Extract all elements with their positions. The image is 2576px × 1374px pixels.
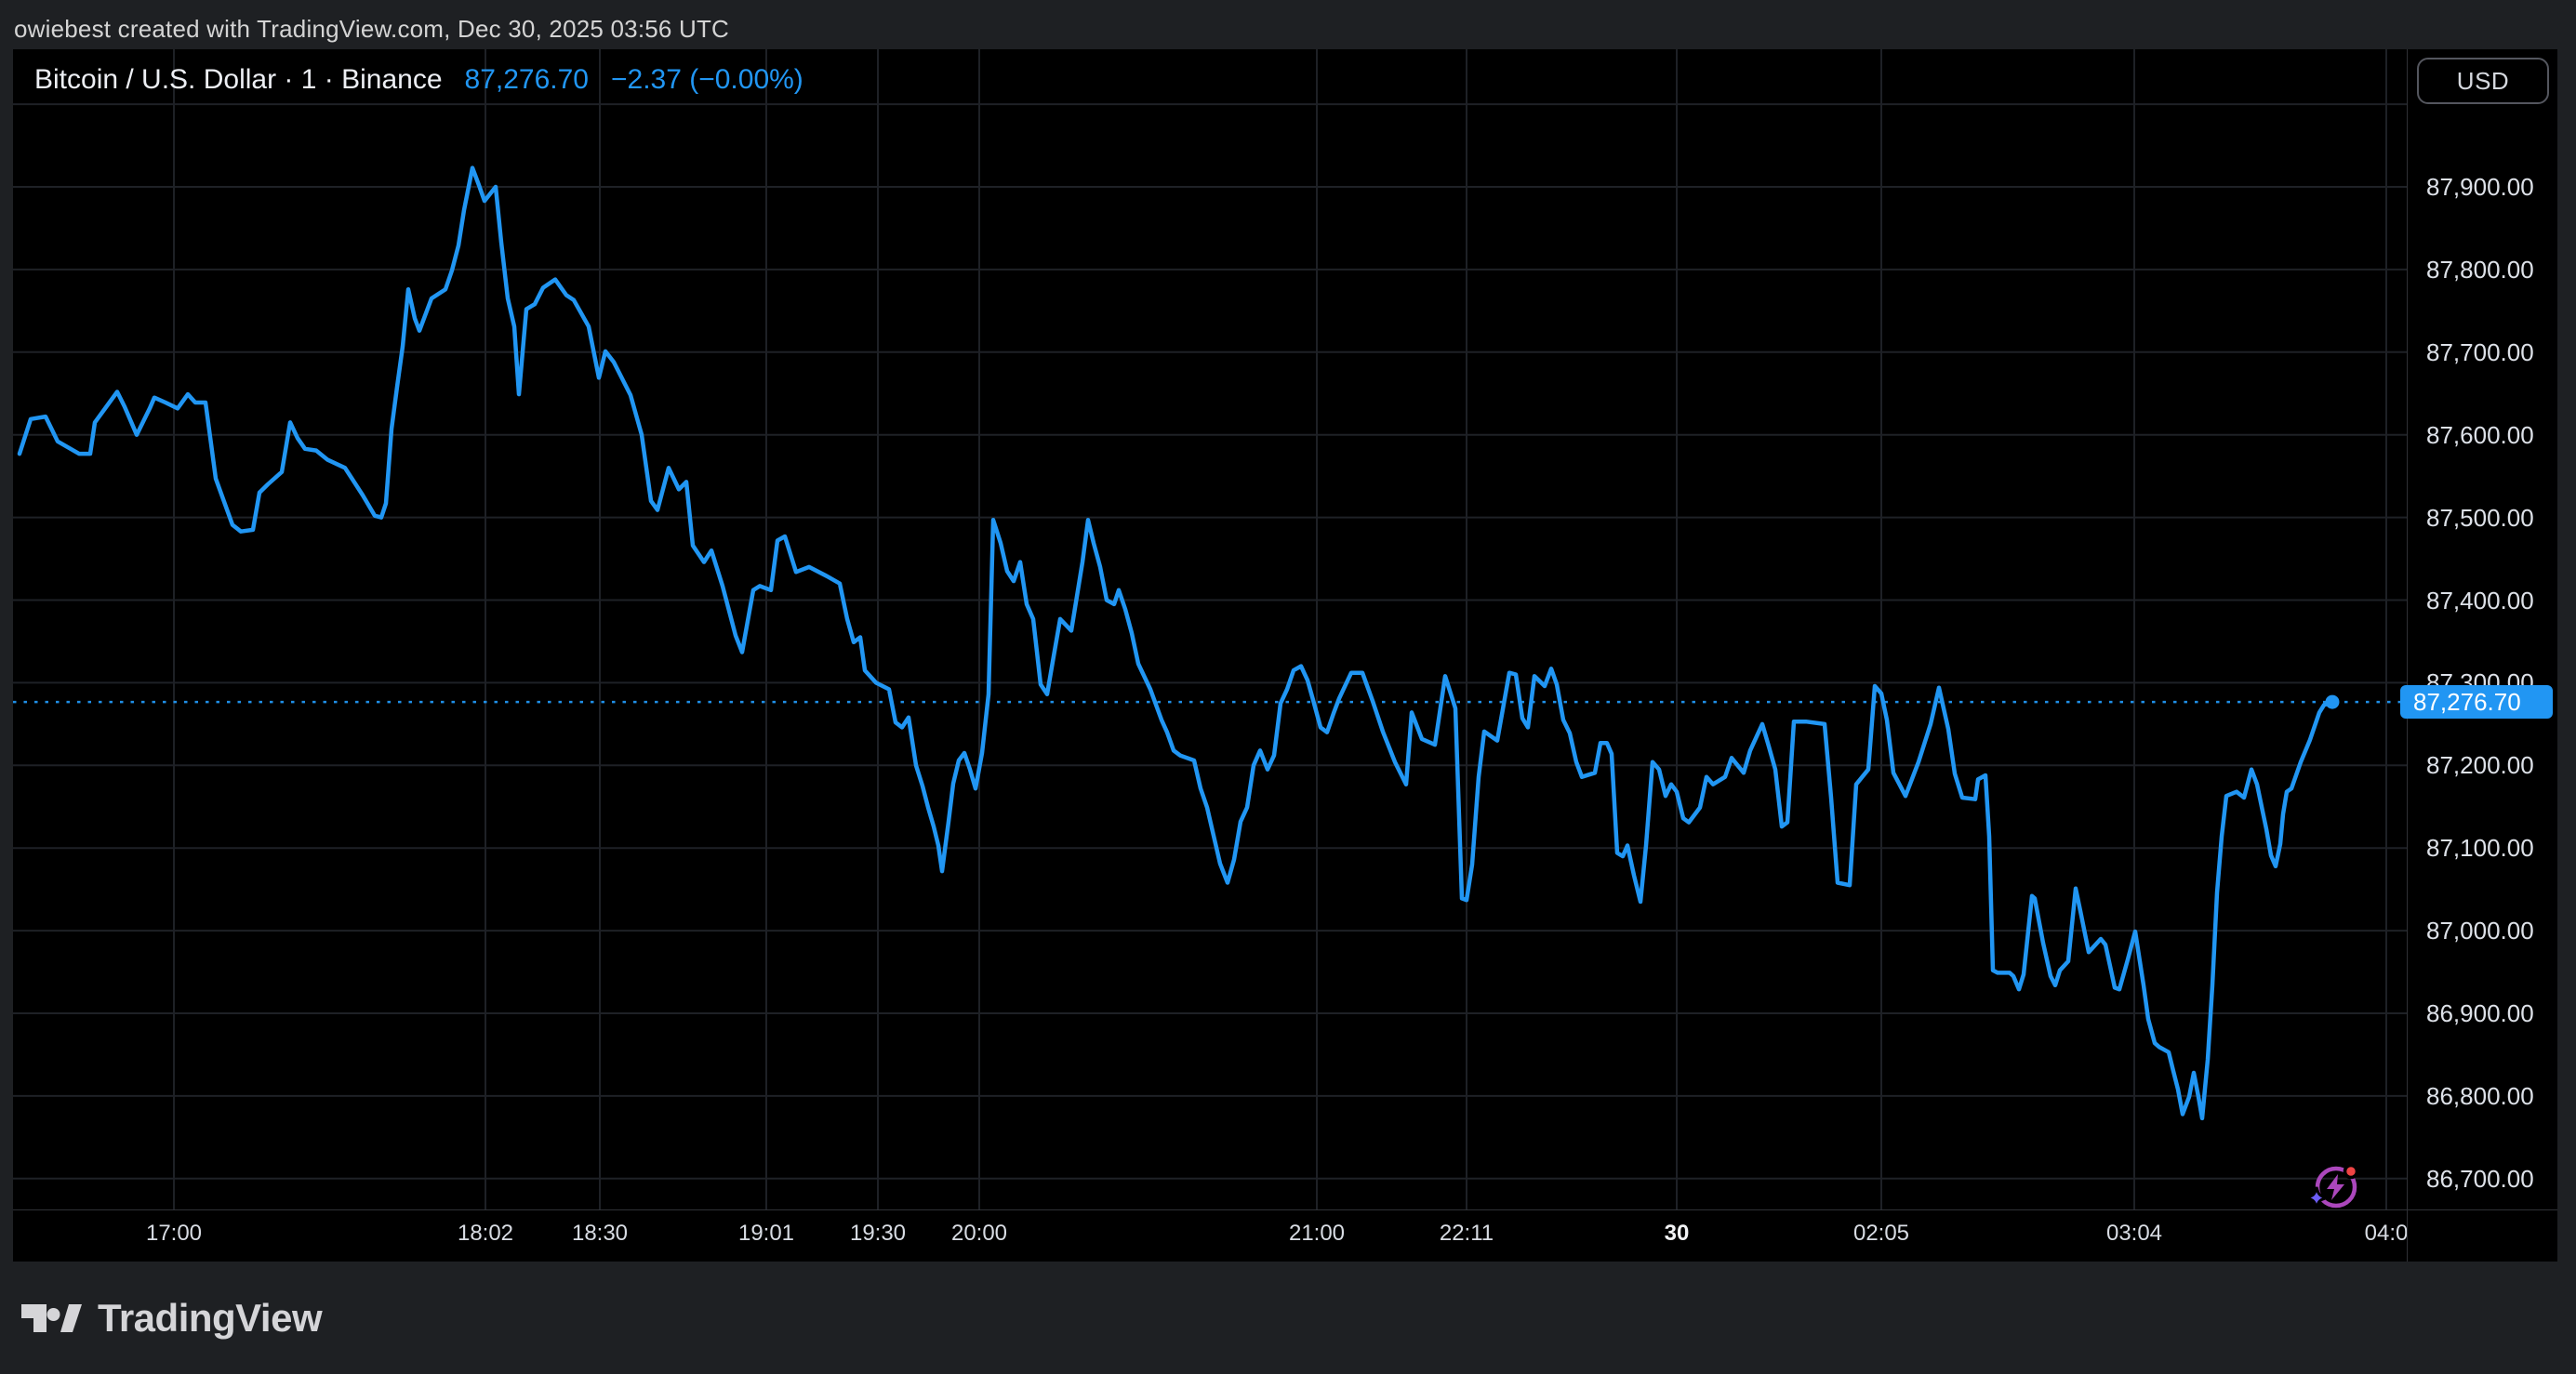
time-axis-label: 20:00 bbox=[950, 1221, 1008, 1246]
price-axis-label: 86,800.00 bbox=[2426, 1081, 2534, 1110]
time-axis-label: 18:02 bbox=[457, 1221, 514, 1246]
price-axis-label: 86,700.00 bbox=[2426, 1164, 2534, 1193]
time-axis-label: 02:05 bbox=[1852, 1221, 1910, 1246]
price-chart[interactable] bbox=[13, 49, 2407, 1209]
spark-icon[interactable] bbox=[2306, 1161, 2362, 1217]
time-axis[interactable]: 17:00 18:02 18:30 19:01 19:30 20:00 21:00 22:11… bbox=[13, 1210, 2407, 1262]
price-axis-label: 87,500.00 bbox=[2426, 503, 2534, 532]
last-price-tag: 87,276.70 bbox=[2400, 685, 2553, 720]
price-axis-label: 87,700.00 bbox=[2426, 337, 2534, 366]
tradingview-logo[interactable]: TradingView bbox=[21, 1296, 323, 1341]
time-axis-label: 03:04 bbox=[2105, 1221, 2163, 1246]
price-line-series bbox=[17, 165, 2335, 1121]
sparkle-star-icon bbox=[2306, 1186, 2328, 1209]
last-price-marker bbox=[2325, 694, 2340, 709]
last-price-tag-text: 87,276.70 bbox=[2413, 688, 2521, 717]
red-dot bbox=[2343, 1163, 2359, 1180]
time-axis-label: 19:30 bbox=[849, 1221, 907, 1246]
price-axis-label: 87,200.00 bbox=[2426, 751, 2534, 780]
price-change-value: −2.37 (−0.00%) bbox=[610, 64, 803, 95]
time-axis-label: 18:30 bbox=[571, 1221, 629, 1246]
chart-legend: Bitcoin / U.S. Dollar · 1 · Binance 87,2… bbox=[34, 64, 803, 96]
currency-button[interactable]: USD bbox=[2417, 58, 2549, 104]
price-axis-label: 87,000.00 bbox=[2426, 917, 2534, 945]
time-axis-label: 30 bbox=[1664, 1221, 1690, 1246]
price-axis-separator bbox=[2407, 49, 2408, 1262]
time-axis-label: 21:00 bbox=[1288, 1221, 1346, 1246]
price-axis[interactable]: 87,900.00 87,800.00 87,700.00 87,600.00 87,5… bbox=[2408, 49, 2557, 1209]
time-axis-label: 17:00 bbox=[145, 1221, 203, 1246]
time-axis-label: 22:11 bbox=[1439, 1221, 1494, 1246]
price-axis-label: 87,800.00 bbox=[2426, 255, 2534, 284]
symbol-title: Bitcoin / U.S. Dollar · 1 · Binance bbox=[34, 64, 443, 95]
attribution-text: owiebest created with TradingView.com, D… bbox=[14, 15, 730, 43]
time-axis-separator bbox=[13, 1209, 2557, 1210]
lightning-bolt-icon bbox=[2327, 1174, 2344, 1200]
tradingview-logo-icon bbox=[21, 1304, 82, 1332]
chart-card: Bitcoin / U.S. Dollar · 1 · Binance 87,2… bbox=[13, 49, 2557, 1262]
time-axis-label: 19:01 bbox=[737, 1221, 795, 1246]
price-axis-label: 87,900.00 bbox=[2426, 173, 2534, 201]
time-axis-label: 04:0 bbox=[2364, 1221, 2407, 1246]
price-axis-label: 87,100.00 bbox=[2426, 834, 2534, 863]
tradingview-logo-text: TradingView bbox=[98, 1296, 323, 1340]
price-axis-label: 87,600.00 bbox=[2426, 420, 2534, 449]
price-axis-label: 87,400.00 bbox=[2426, 586, 2534, 614]
price-axis-label: 86,900.00 bbox=[2426, 999, 2534, 1027]
last-price-value: 87,276.70 bbox=[464, 64, 589, 95]
